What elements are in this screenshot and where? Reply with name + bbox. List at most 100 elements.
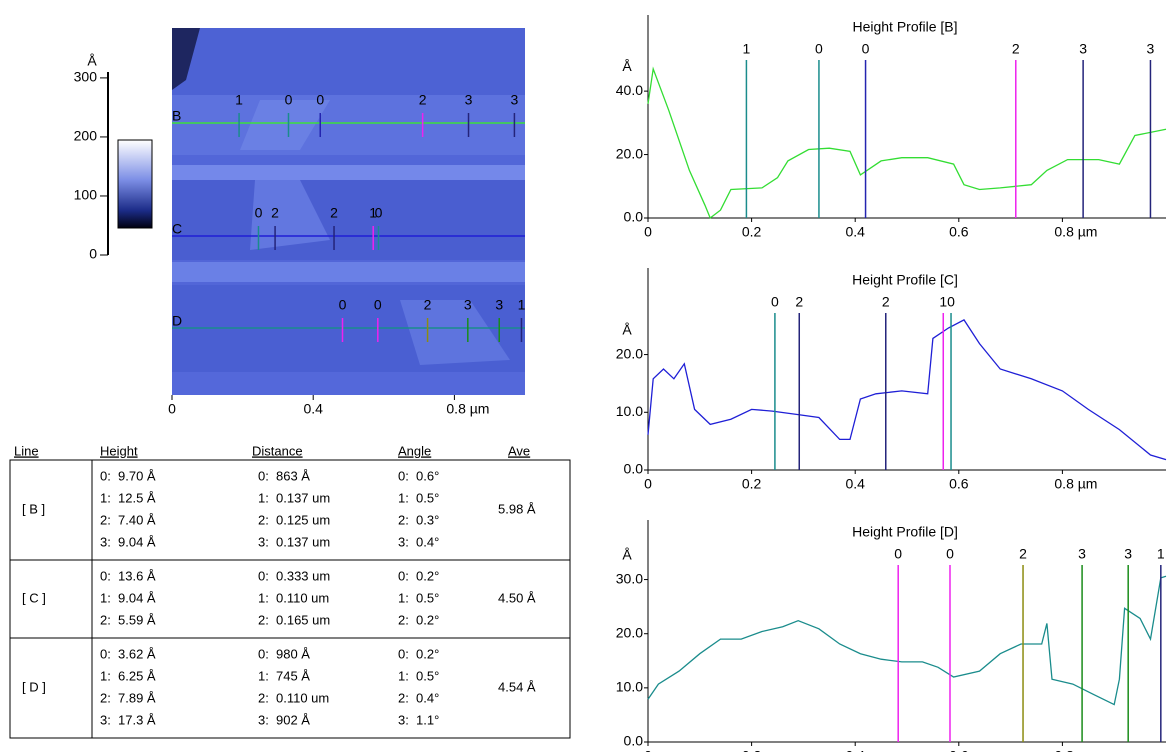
- entry-height: 3.62 Å: [118, 646, 156, 661]
- cursor-label: 2: [882, 294, 890, 310]
- y-axis-unit: Å: [622, 58, 632, 74]
- entry-height: 9.70 Å: [118, 468, 156, 483]
- row-line: [ C ]: [22, 590, 46, 605]
- image-cursor-label: 3: [465, 92, 473, 108]
- entry-angle: 0.2°: [416, 612, 439, 627]
- entry-id: 3:: [398, 534, 409, 549]
- entry-angle: 0.2°: [416, 646, 439, 661]
- entry-id: 0:: [100, 646, 111, 661]
- y-tick-label: 30.0: [616, 570, 643, 586]
- afm-image: [172, 28, 525, 395]
- entry-distance: 980 Å: [276, 646, 310, 661]
- colorbar-tick-label: 300: [74, 69, 98, 85]
- entry-id: 2:: [398, 612, 409, 627]
- x-tick-label: 0: [644, 224, 652, 240]
- cursor-label: 0: [862, 41, 870, 57]
- entry-id: 2:: [258, 612, 269, 627]
- profile: [647, 575, 1167, 706]
- row-average: 5.98 Å: [498, 501, 536, 516]
- cursor-label: 1: [939, 294, 947, 310]
- x-tick-label: 0: [644, 476, 652, 492]
- entry-distance: 0.110 um: [276, 590, 329, 605]
- entry-angle: 0.4°: [416, 534, 439, 549]
- y-tick-label: 0.0: [624, 209, 644, 225]
- cursor-label: 0: [947, 294, 955, 310]
- x-tick-label: 0.6: [949, 476, 969, 492]
- entry-id: 2:: [100, 690, 111, 705]
- image-cursor-label: 1: [369, 205, 377, 221]
- entry-distance: 0.110 um: [276, 690, 329, 705]
- entry-id: 2:: [398, 512, 409, 527]
- entry-id: 3:: [258, 712, 269, 727]
- entry-height: 6.25 Å: [118, 668, 156, 683]
- profile-line-label: B: [172, 108, 181, 124]
- entry-height: 17.3 Å: [118, 712, 156, 727]
- entry-distance: 0.137 um: [276, 490, 330, 505]
- profile: [647, 319, 1167, 461]
- entry-id: 0:: [398, 468, 409, 483]
- x-tick-label: 0.8 µm: [1054, 476, 1097, 492]
- y-tick-label: 10.0: [616, 679, 643, 695]
- entry-id: 2:: [100, 612, 111, 627]
- entry-id: 1:: [100, 668, 111, 683]
- entry-id: 1:: [258, 590, 269, 605]
- image-cursor-label: 0: [316, 92, 324, 108]
- cursor-label: 0: [771, 294, 779, 310]
- y-tick-label: 0.0: [624, 733, 644, 749]
- entry-height: 13.6 Å: [118, 568, 156, 583]
- entry-id: 0:: [100, 468, 111, 483]
- image-cursor-label: 0: [339, 297, 347, 313]
- x-tick-label: 0.6: [949, 224, 969, 240]
- entry-height: 9.04 Å: [118, 534, 156, 549]
- colorbar-tick-label: 200: [74, 128, 98, 144]
- x-tick-label: 0.8 µm: [1054, 224, 1097, 240]
- image-x-tick-label: 0.4: [303, 401, 323, 417]
- profile-line-label: C: [172, 221, 182, 237]
- image-cursor-label: 2: [330, 205, 338, 221]
- image-cursor-label: 3: [495, 297, 503, 313]
- image-cursor-label: 2: [419, 92, 427, 108]
- image-cursor-label: 2: [271, 205, 279, 221]
- entry-distance: 0.137 um: [276, 534, 330, 549]
- entry-id: 0:: [258, 646, 269, 661]
- entry-id: 1:: [100, 590, 111, 605]
- cursor-label: 3: [1124, 546, 1132, 562]
- entry-id: 2:: [100, 512, 111, 527]
- entry-angle: 0.6°: [416, 468, 439, 483]
- x-tick-label: 0.4: [845, 476, 865, 492]
- entry-angle: 0.4°: [416, 690, 439, 705]
- x-tick-label: 0.2: [742, 748, 762, 752]
- entry-distance: 863 Å: [276, 468, 310, 483]
- image-cursor-label: 0: [374, 297, 382, 313]
- x-tick-label: 0.6: [949, 748, 969, 752]
- x-tick-label: 0.4: [845, 748, 865, 752]
- image-cursor-label: 3: [511, 92, 519, 108]
- entry-id: 1:: [398, 668, 409, 683]
- table-header: Ave: [508, 443, 530, 458]
- cursor-label: 1: [743, 41, 751, 57]
- image-cursor-label: 1: [235, 92, 243, 108]
- cursor-label: 2: [795, 294, 803, 310]
- y-tick-label: 10.0: [616, 403, 643, 419]
- cursor-label: 0: [815, 41, 823, 57]
- entry-id: 1:: [258, 490, 269, 505]
- chart-title: Height Profile [C]: [852, 272, 958, 288]
- table-frame: [9, 459, 571, 739]
- profile-line-label: D: [172, 313, 182, 329]
- table-header: Distance: [252, 443, 303, 458]
- x-tick-label: 0.8 µm: [1054, 748, 1097, 752]
- image-cursor-label: 0: [285, 92, 293, 108]
- table: Line Height Distance Angle Ave [ B ] 5.98 Å 0: 9…: [9, 443, 571, 739]
- cursor-label: 0: [894, 546, 902, 562]
- entry-id: 2:: [398, 690, 409, 705]
- image-x-tick-label: 0.8 µm: [446, 401, 489, 417]
- y-tick-label: 0.0: [624, 461, 644, 477]
- entry-id: 2:: [258, 690, 269, 705]
- entry-id: 0:: [100, 568, 111, 583]
- cursor-label: 3: [1079, 41, 1087, 57]
- x-tick-label: 0.2: [742, 476, 762, 492]
- chart-title: Height Profile [B]: [852, 19, 957, 35]
- colorbar-tick-label: 100: [74, 187, 98, 203]
- entry-angle: 0.2°: [416, 568, 439, 583]
